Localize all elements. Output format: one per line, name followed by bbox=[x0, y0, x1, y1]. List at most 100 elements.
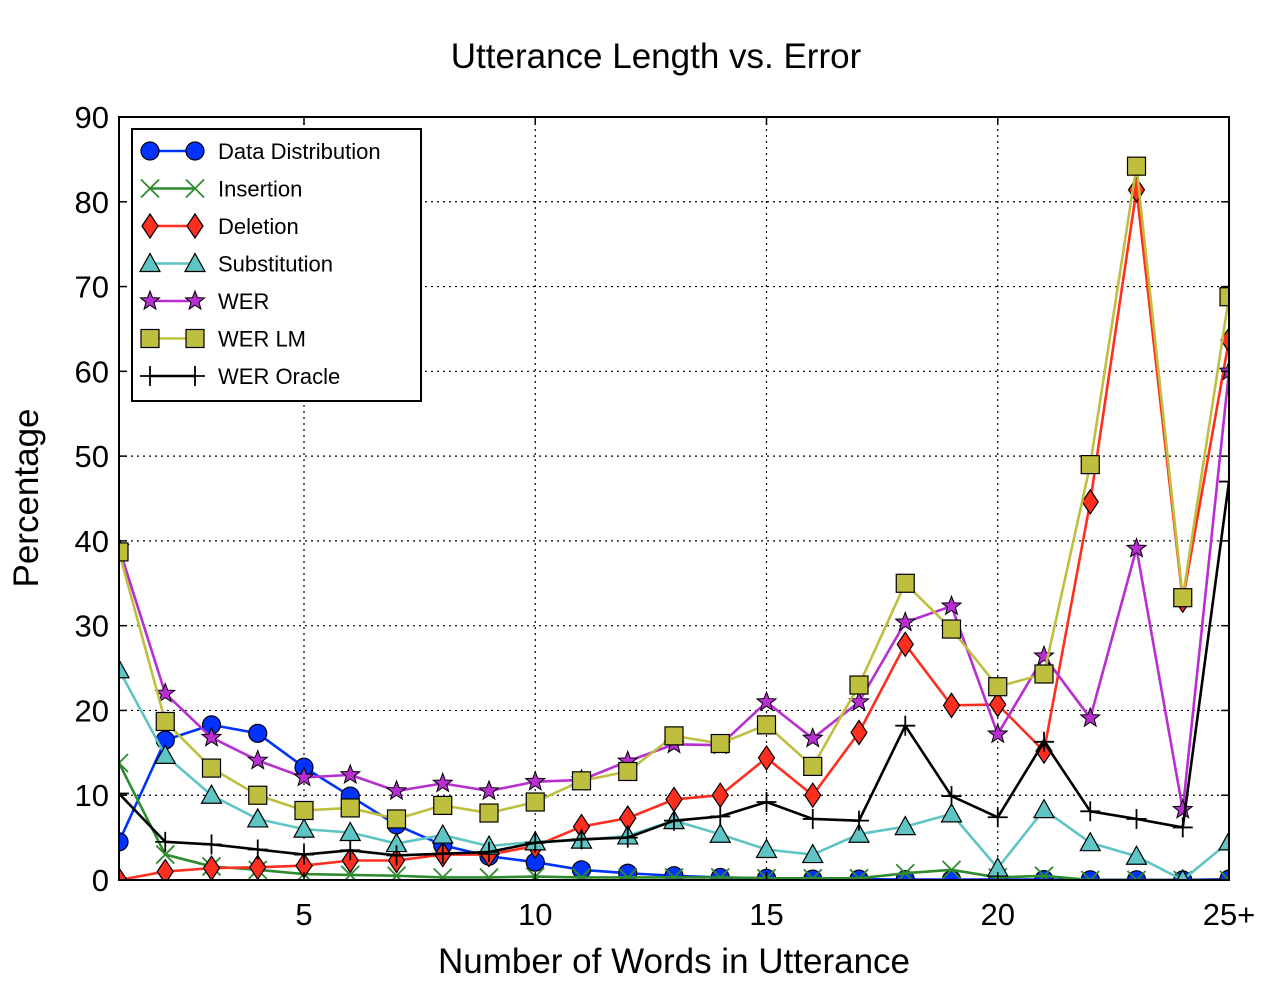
data-point-wer-lm bbox=[988, 677, 1008, 697]
data-point-wer-lm bbox=[386, 809, 407, 829]
legend-label: WER bbox=[218, 289, 269, 314]
legend-label: Deletion bbox=[218, 214, 299, 239]
data-point-insertion bbox=[618, 867, 638, 880]
data-point-wer-lm bbox=[201, 758, 222, 778]
data-point-data-distribution bbox=[618, 863, 638, 880]
legend-marker bbox=[185, 328, 205, 349]
data-point-insertion bbox=[119, 753, 129, 773]
data-point-data-distribution bbox=[119, 832, 129, 852]
legend-entry-wer-oracle: WER Oracle bbox=[140, 364, 340, 389]
data-point-wer-oracle bbox=[386, 845, 407, 866]
data-point-wer-lm bbox=[618, 761, 638, 782]
plot-frame bbox=[118, 116, 1230, 881]
series-wer bbox=[119, 359, 1229, 819]
data-point-wer-oracle bbox=[849, 810, 869, 831]
legend-entry-wer: WER bbox=[139, 289, 269, 314]
data-point-data-distribution bbox=[571, 860, 592, 880]
data-point-wer bbox=[1171, 798, 1194, 819]
legend-label: WER Oracle bbox=[218, 364, 340, 389]
data-point-wer bbox=[1218, 359, 1229, 381]
data-point-deletion bbox=[804, 782, 822, 809]
legend-label: WER LM bbox=[218, 327, 306, 352]
legend-marker bbox=[185, 141, 205, 161]
data-point-wer bbox=[431, 771, 454, 793]
data-point-wer bbox=[1079, 706, 1102, 728]
data-point-wer-oracle bbox=[525, 832, 546, 853]
data-point-wer-lm bbox=[803, 756, 823, 776]
data-point-substitution bbox=[709, 822, 732, 843]
data-point-insertion bbox=[1080, 870, 1100, 880]
data-point-wer-lm bbox=[1173, 588, 1193, 608]
data-point-insertion bbox=[1126, 870, 1147, 880]
series-deletion bbox=[119, 176, 1229, 880]
data-point-insertion bbox=[1034, 866, 1054, 880]
x-tick-label: 15 bbox=[749, 897, 783, 932]
data-point-wer-oracle bbox=[895, 715, 916, 736]
y-tick-label: 10 bbox=[75, 778, 109, 813]
y-tick-label: 30 bbox=[75, 609, 109, 644]
data-point-substitution bbox=[1125, 845, 1148, 865]
data-point-wer-oracle bbox=[340, 840, 361, 861]
series-wer-lm bbox=[119, 156, 1229, 829]
data-point-wer bbox=[478, 779, 500, 801]
data-point-wer-lm bbox=[525, 792, 545, 812]
data-point-wer bbox=[894, 610, 917, 632]
data-point-wer-oracle bbox=[571, 829, 592, 850]
data-point-wer-lm bbox=[895, 573, 915, 593]
data-point-wer bbox=[385, 779, 408, 801]
legend-box bbox=[131, 128, 422, 402]
legend-entry-substitution: Substitution bbox=[138, 252, 333, 277]
data-point-deletion bbox=[1081, 488, 1099, 515]
y-tick-label: 60 bbox=[75, 354, 109, 389]
data-point-insertion bbox=[941, 860, 962, 880]
data-point-insertion bbox=[479, 867, 499, 880]
data-point-substitution bbox=[1032, 798, 1056, 819]
data-point-wer bbox=[940, 594, 963, 616]
data-point-wer-oracle bbox=[201, 834, 222, 855]
data-point-substitution bbox=[200, 783, 223, 804]
data-point-wer-oracle bbox=[294, 844, 314, 865]
legend: Data Distribution Insertion Deletion Substi… bbox=[131, 128, 422, 402]
legend-marker bbox=[185, 178, 205, 199]
data-point-deletion bbox=[202, 855, 221, 880]
y-tick-label: 90 bbox=[75, 100, 109, 135]
data-point-wer-oracle bbox=[1034, 731, 1054, 752]
legend-marker bbox=[140, 178, 160, 199]
legend-marker bbox=[140, 328, 160, 349]
data-point-wer-lm bbox=[248, 785, 268, 805]
data-point-substitution bbox=[894, 815, 917, 836]
legend-marker bbox=[139, 289, 161, 311]
data-point-wer bbox=[246, 749, 269, 770]
data-point-wer bbox=[524, 770, 547, 791]
legend-marker bbox=[140, 366, 160, 386]
data-point-wer bbox=[986, 722, 1009, 744]
data-point-wer-lm bbox=[340, 798, 360, 818]
data-point-wer bbox=[200, 726, 223, 747]
data-point-deletion bbox=[942, 692, 961, 719]
legend-entry-insertion: Insertion bbox=[140, 177, 302, 202]
data-point-insertion bbox=[803, 868, 823, 880]
data-point-wer-oracle bbox=[664, 810, 684, 831]
data-point-insertion bbox=[710, 867, 730, 880]
data-point-substitution bbox=[246, 807, 269, 828]
data-point-wer bbox=[755, 690, 778, 712]
legend-marker bbox=[141, 212, 159, 240]
data-point-substitution bbox=[292, 817, 316, 838]
data-point-substitution bbox=[119, 658, 131, 679]
data-point-wer-oracle bbox=[710, 806, 731, 827]
data-point-wer-lm bbox=[1219, 287, 1229, 307]
x-tick-label: 5 bbox=[295, 897, 312, 932]
data-point-wer-oracle bbox=[617, 827, 638, 848]
data-point-wer-lm bbox=[1080, 454, 1100, 475]
y-tick-label: 80 bbox=[75, 185, 109, 220]
data-point-deletion bbox=[156, 858, 174, 880]
series-wer-oracle bbox=[119, 471, 1229, 866]
data-point-deletion bbox=[757, 744, 776, 772]
data-point-wer-lm bbox=[119, 542, 129, 562]
legend-label: Data Distribution bbox=[218, 139, 381, 164]
data-point-substitution bbox=[431, 823, 454, 844]
data-point-wer-lm bbox=[155, 711, 175, 732]
data-point-insertion bbox=[155, 844, 175, 865]
data-point-wer bbox=[293, 765, 315, 787]
